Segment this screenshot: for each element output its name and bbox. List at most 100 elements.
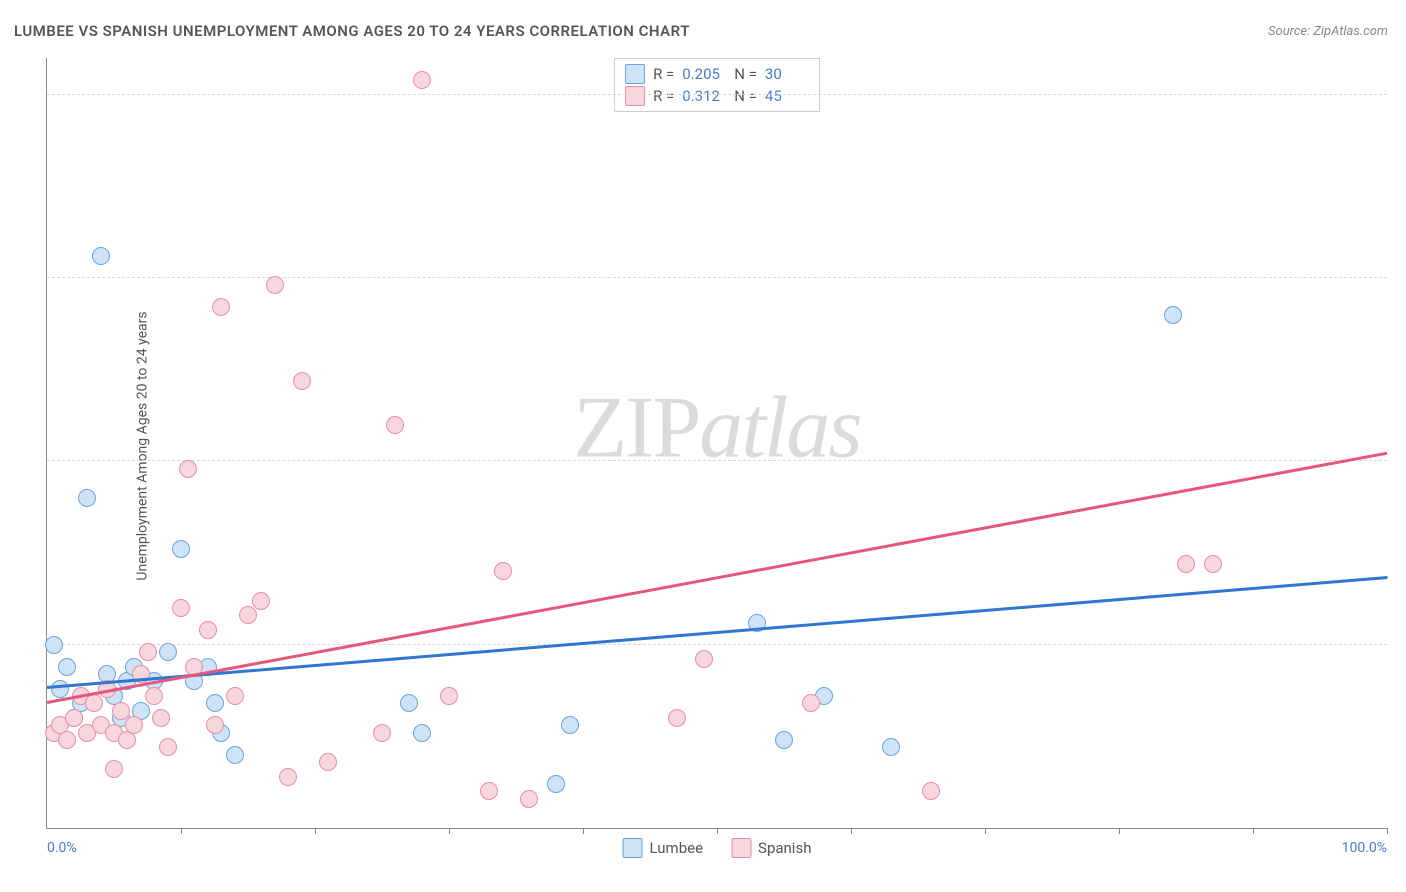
x-tick (181, 828, 182, 834)
swatch-lumbee (625, 64, 645, 84)
data-point-spanish (922, 782, 940, 800)
swatch-spanish (731, 838, 751, 858)
data-point-spanish (65, 709, 83, 727)
data-point-spanish (145, 687, 163, 705)
data-point-spanish (293, 372, 311, 390)
x-tick (1253, 828, 1254, 834)
trend-line-lumbee (47, 576, 1387, 688)
gridline (47, 460, 1387, 461)
n-label: N = (734, 87, 757, 105)
data-point-lumbee (775, 731, 793, 749)
x-tick (1119, 828, 1120, 834)
gridline (47, 277, 1387, 278)
data-point-spanish (440, 687, 458, 705)
data-point-spanish (206, 716, 224, 734)
data-point-spanish (668, 709, 686, 727)
x-tick (315, 828, 316, 834)
r-label: R = (653, 65, 674, 83)
data-point-spanish (239, 606, 257, 624)
x-tick (583, 828, 584, 834)
data-point-lumbee (400, 694, 418, 712)
data-point-spanish (125, 716, 143, 734)
data-point-spanish (373, 724, 391, 742)
data-point-lumbee (882, 738, 900, 756)
data-point-spanish (179, 460, 197, 478)
stats-legend-box: R = 0.205 N = 30 R = 0.312 N = 45 (614, 58, 820, 112)
legend-item-spanish: Spanish (731, 838, 811, 858)
data-point-spanish (152, 709, 170, 727)
data-point-spanish (520, 790, 538, 808)
swatch-spanish (625, 86, 645, 106)
x-tick (851, 828, 852, 834)
data-point-spanish (172, 599, 190, 617)
data-point-lumbee (1164, 306, 1182, 324)
data-point-spanish (480, 782, 498, 800)
data-point-spanish (1204, 555, 1222, 573)
data-point-spanish (279, 768, 297, 786)
data-point-lumbee (159, 643, 177, 661)
data-point-spanish (386, 416, 404, 434)
data-point-spanish (105, 760, 123, 778)
x-tick (717, 828, 718, 834)
data-point-spanish (1177, 555, 1195, 573)
n-label: N = (734, 65, 757, 83)
data-point-spanish (695, 650, 713, 668)
x-tick (1387, 828, 1388, 834)
x-tick (449, 828, 450, 834)
data-point-spanish (226, 687, 244, 705)
y-tick-label: 75.0% (1397, 270, 1406, 286)
data-point-spanish (252, 592, 270, 610)
data-point-spanish (199, 621, 217, 639)
n-value-spanish: 45 (765, 87, 809, 105)
chart-title: LUMBEE VS SPANISH UNEMPLOYMENT AMONG AGE… (14, 22, 690, 40)
x-axis-min-label: 0.0% (47, 840, 77, 856)
data-point-spanish (266, 276, 284, 294)
data-point-spanish (212, 298, 230, 316)
data-point-spanish (494, 562, 512, 580)
trend-line-spanish (47, 452, 1387, 704)
data-point-spanish (319, 753, 337, 771)
data-point-lumbee (78, 489, 96, 507)
y-tick-label: 50.0% (1397, 453, 1406, 469)
data-point-lumbee (51, 680, 69, 698)
n-value-lumbee: 30 (765, 65, 809, 83)
r-label: R = (653, 87, 674, 105)
data-point-lumbee (206, 694, 224, 712)
legend-label-lumbee: Lumbee (650, 839, 704, 857)
chart-container: LUMBEE VS SPANISH UNEMPLOYMENT AMONG AGE… (0, 0, 1406, 892)
y-tick-label: 100.0% (1397, 87, 1406, 103)
watermark-zip: ZIP (573, 379, 699, 476)
data-point-spanish (802, 694, 820, 712)
data-point-lumbee (561, 716, 579, 734)
data-point-lumbee (547, 775, 565, 793)
gridline (47, 644, 1387, 645)
gridline (47, 94, 1387, 95)
data-point-lumbee (413, 724, 431, 742)
data-point-lumbee (226, 746, 244, 764)
stats-row-lumbee: R = 0.205 N = 30 (625, 63, 809, 85)
data-point-lumbee (45, 636, 63, 654)
data-point-spanish (85, 694, 103, 712)
data-point-spanish (159, 738, 177, 756)
data-point-lumbee (172, 540, 190, 558)
swatch-lumbee (623, 838, 643, 858)
stats-row-spanish: R = 0.312 N = 45 (625, 85, 809, 107)
y-tick-label: 25.0% (1397, 637, 1406, 653)
data-point-lumbee (58, 658, 76, 676)
r-value-lumbee: 0.205 (682, 65, 726, 83)
bottom-legend: Lumbee Spanish (623, 838, 812, 858)
data-point-spanish (139, 643, 157, 661)
watermark-atlas: atlas (699, 379, 860, 476)
x-axis-max-label: 100.0% (1342, 840, 1387, 856)
data-point-spanish (58, 731, 76, 749)
x-tick (985, 828, 986, 834)
source-attribution: Source: ZipAtlas.com (1268, 24, 1388, 39)
legend-item-lumbee: Lumbee (623, 838, 704, 858)
r-value-spanish: 0.312 (682, 87, 726, 105)
data-point-spanish (112, 702, 130, 720)
data-point-spanish (413, 71, 431, 89)
watermark: ZIPatlas (573, 377, 860, 478)
data-point-lumbee (92, 247, 110, 265)
legend-label-spanish: Spanish (758, 839, 811, 857)
plot-area: ZIPatlas R = 0.205 N = 30 R = 0.312 N = … (46, 58, 1387, 829)
